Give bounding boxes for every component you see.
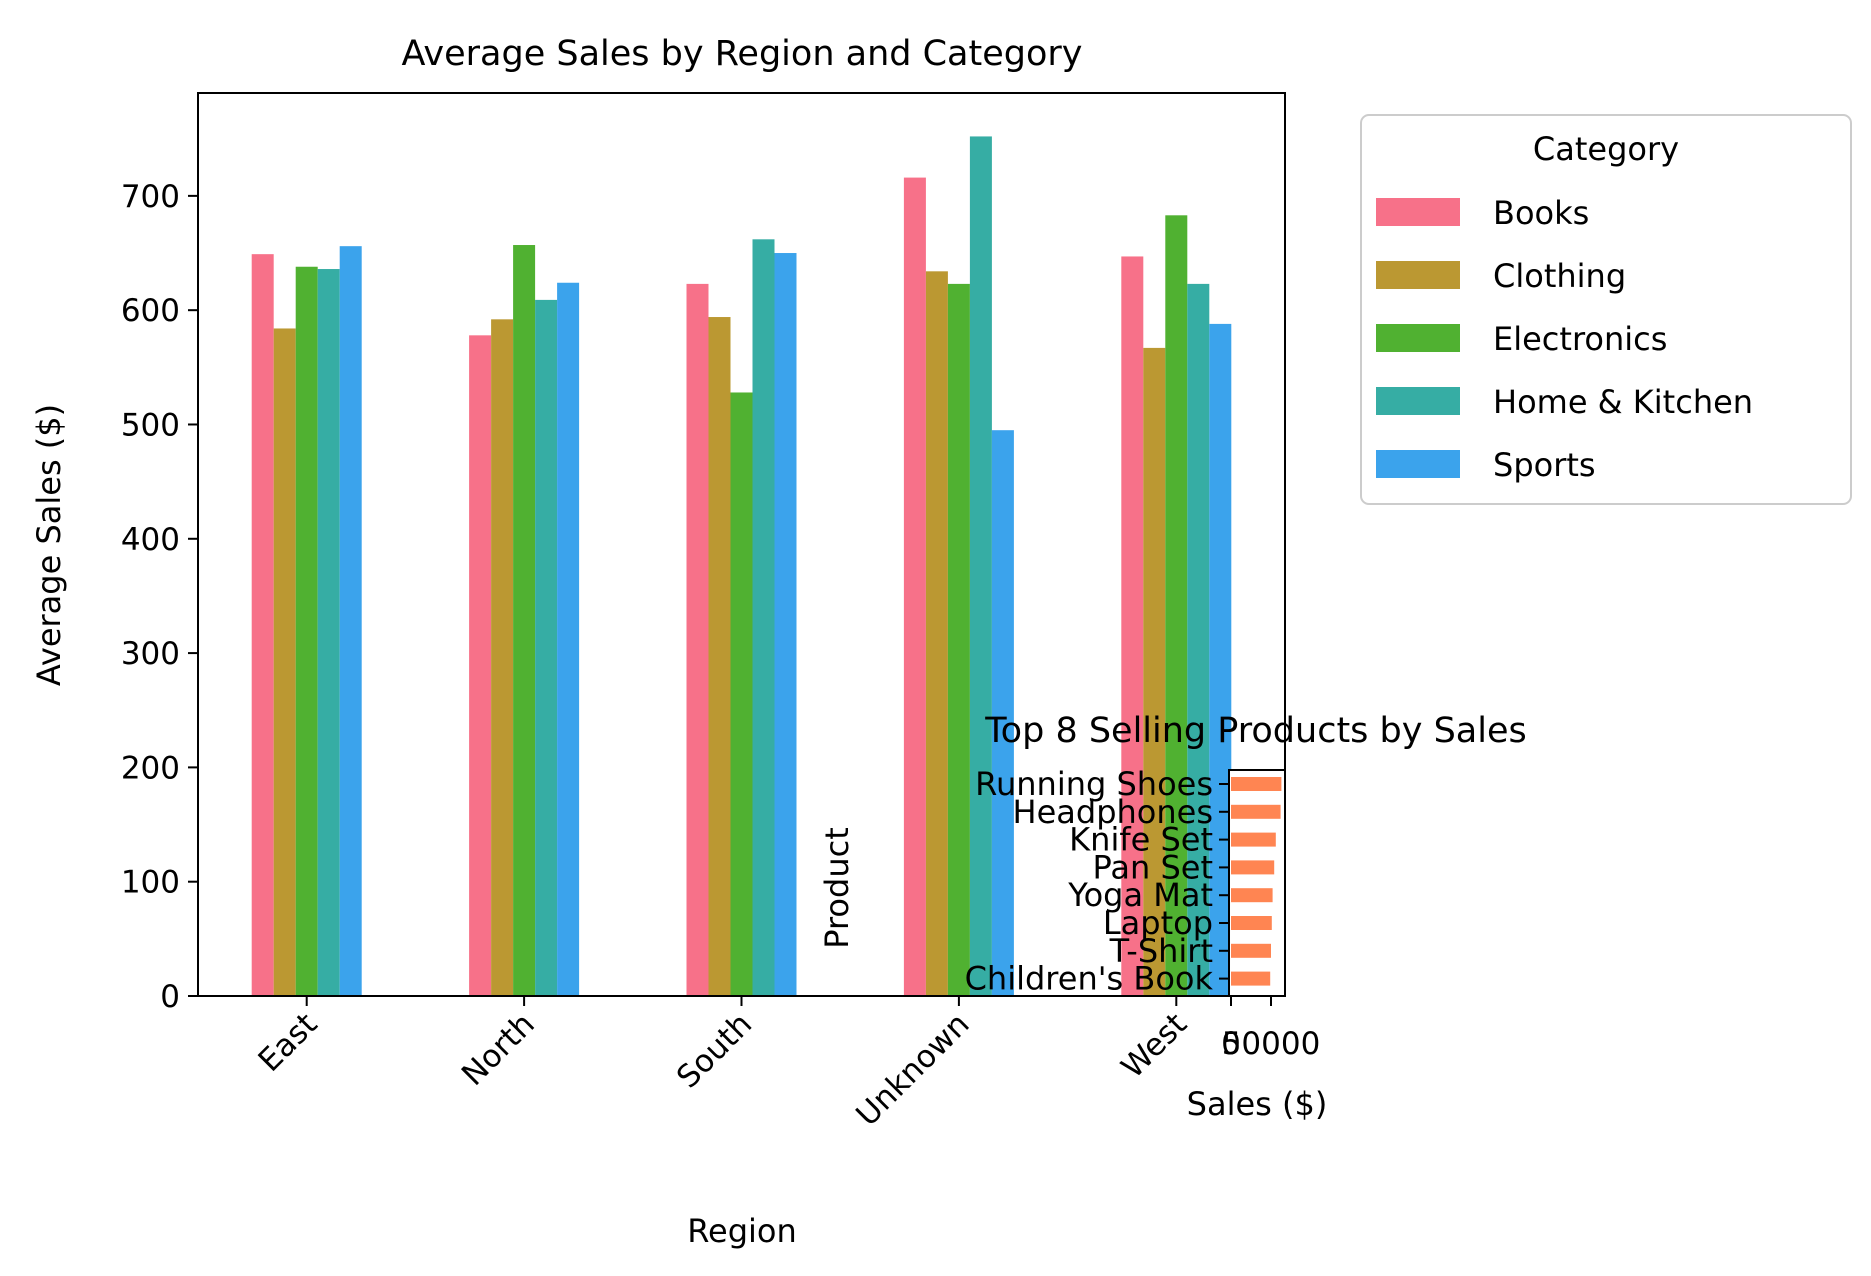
main-x-axis-label: Region xyxy=(687,1212,797,1250)
product-label: Yoga Mat xyxy=(1067,876,1213,914)
sales-tick-label: 50000 xyxy=(1222,1026,1321,1062)
bar-unknown-home-kitchen xyxy=(969,136,992,997)
bar-north-books xyxy=(469,335,492,996)
y-tick-label: 200 xyxy=(121,750,180,786)
legend-swatch xyxy=(1376,387,1460,415)
bar-unknown-clothing xyxy=(925,271,948,996)
bar-west-books xyxy=(1121,256,1144,996)
product-label: Pan Set xyxy=(1093,848,1213,886)
product-bar xyxy=(1231,804,1281,819)
main-y-axis-label: Average Sales ($) xyxy=(30,404,68,686)
product-label: Running Shoes xyxy=(975,765,1213,803)
product-label: Children's Book xyxy=(965,960,1214,998)
legend: Category Books Clothing Electronics Home & … xyxy=(1360,114,1852,505)
bar-east-books xyxy=(251,254,274,997)
product-label: Knife Set xyxy=(1069,821,1213,859)
bar-north-clothing xyxy=(491,319,514,996)
bar-south-home-kitchen xyxy=(752,239,775,997)
bar-west-electronics xyxy=(1165,215,1188,997)
legend-label: Sports xyxy=(1493,446,1596,484)
bar-east-electronics xyxy=(295,266,318,996)
inset-bars xyxy=(1231,777,1282,986)
x-tick-label: West xyxy=(1115,1006,1194,1085)
y-tick-label: 600 xyxy=(121,293,180,329)
x-tick-label: Unknown xyxy=(849,1006,976,1133)
bar-unknown-books xyxy=(903,177,926,996)
product-bar xyxy=(1231,832,1276,847)
product-label: T-Shirt xyxy=(1109,932,1213,970)
product-bar xyxy=(1231,971,1271,986)
legend-frame xyxy=(1360,114,1852,505)
legend-label: Books xyxy=(1493,194,1589,232)
inset-y-axis-label: Product xyxy=(818,827,856,949)
product-label: Headphones xyxy=(1013,793,1213,831)
inset-chart-title: Top 8 Selling Products by Sales xyxy=(984,711,1527,751)
main-x-axis: East North South Unknown West xyxy=(252,996,1194,1133)
inset-chart: Top 8 Selling Products by Sales Running … xyxy=(818,711,1527,1123)
bar-south-sports xyxy=(774,253,797,996)
inset-x-axis-label: Sales ($) xyxy=(1187,1085,1328,1123)
inset-plot-frame xyxy=(1228,769,1286,997)
legend-swatch xyxy=(1376,324,1460,352)
product-bar xyxy=(1231,777,1282,791)
legend-swatch xyxy=(1376,450,1460,478)
bar-west-home-kitchen xyxy=(1187,283,1210,996)
bar-south-electronics xyxy=(730,392,753,996)
legend-swatch xyxy=(1376,261,1460,289)
legend-label: Home & Kitchen xyxy=(1493,383,1753,421)
bar-north-home-kitchen xyxy=(535,299,558,996)
y-tick-label: 500 xyxy=(121,407,180,443)
bar-unknown-sports xyxy=(991,430,1014,997)
y-tick-label: 400 xyxy=(121,522,180,558)
legend-swatch xyxy=(1376,198,1460,226)
sales-tick-label: 0 xyxy=(1221,1026,1241,1062)
y-tick-label: 0 xyxy=(160,979,180,1015)
bar-south-books xyxy=(686,283,709,996)
inset-plot-background xyxy=(1229,770,1285,996)
main-chart: Average Sales by Region and Category 0 10… xyxy=(30,34,1286,1250)
product-bar xyxy=(1231,860,1275,875)
bar-north-sports xyxy=(557,282,580,997)
main-chart-title: Average Sales by Region and Category xyxy=(402,34,1083,74)
product-bar xyxy=(1231,916,1272,930)
main-y-axis: 0 100 200 300 400 500 600 700 xyxy=(121,179,198,1015)
bar-east-clothing xyxy=(273,328,296,996)
bar-west-sports xyxy=(1209,323,1232,996)
bar-south-clothing xyxy=(708,317,731,997)
bar-west-clothing xyxy=(1143,347,1166,996)
legend-items: Books Clothing Electronics Home & Kitchen Sp… xyxy=(1376,194,1753,484)
y-tick-label: 100 xyxy=(121,865,180,901)
main-bars xyxy=(251,136,1232,997)
x-tick-label: South xyxy=(670,1006,759,1095)
y-tick-label: 700 xyxy=(121,179,180,215)
y-tick-label: 300 xyxy=(121,636,180,672)
product-bar xyxy=(1231,888,1273,903)
legend-label: Electronics xyxy=(1493,320,1667,358)
x-tick-label: East xyxy=(252,1006,325,1079)
bar-unknown-electronics xyxy=(947,283,970,996)
bar-east-sports xyxy=(339,246,362,996)
bar-north-electronics xyxy=(513,245,536,996)
product-label: Laptop xyxy=(1103,904,1213,942)
legend-title: Category xyxy=(1533,130,1679,168)
legend-label: Clothing xyxy=(1493,257,1626,295)
product-bar xyxy=(1231,943,1271,958)
bar-east-home-kitchen xyxy=(317,269,340,997)
x-tick-label: North xyxy=(455,1006,542,1093)
